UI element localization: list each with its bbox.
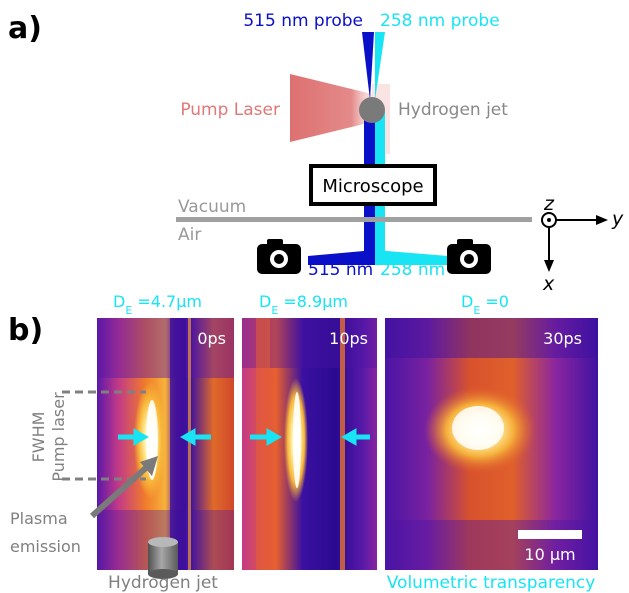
hydrogen-jet-label: Hydrogen jet — [398, 100, 508, 120]
panel-3-de-label: DE =0 — [461, 292, 509, 317]
volumetric-transparency-label: Volumetric transparency — [387, 573, 596, 593]
pump-laser-beam — [290, 74, 372, 142]
probe-515-label: 515 nm probe — [243, 11, 363, 31]
camera-515-icon — [257, 239, 301, 274]
microscope-box — [309, 164, 437, 206]
panel-1-time-label: 0ps — [197, 329, 226, 348]
pump-laser-label: Pump Laser — [180, 100, 280, 120]
hydrogen-jet-cylinder — [148, 537, 178, 579]
probe-258-label: 258 nm probe — [380, 11, 500, 31]
edge-arrows-panel-2 — [250, 428, 370, 446]
hydrogen-jet-sphere — [359, 97, 385, 123]
probe-515-beam — [308, 32, 375, 265]
camera-258-icon — [447, 239, 491, 274]
plasma-arrow — [90, 463, 150, 519]
panel-b-label: b) — [8, 313, 43, 348]
plasma-label-line1: Plasma — [10, 509, 68, 528]
image-panel-0ps — [97, 318, 234, 570]
plasma-label-line2: emission — [10, 537, 81, 556]
image-panel-10ps — [242, 318, 377, 570]
axis-x-label: x — [542, 273, 555, 295]
camera-515-label: 515 nm — [308, 260, 373, 280]
vacuum-air-boundary — [176, 217, 532, 222]
coordinate-axes — [541, 212, 608, 272]
scale-bar-label: 10 µm — [524, 545, 575, 564]
microscope-label: Microscope — [322, 176, 423, 197]
panel-a-label: a) — [8, 11, 42, 46]
edge-arrows-panel-1 — [118, 428, 211, 446]
panel-1-de-label: DE =4.7µm — [113, 292, 202, 317]
panel-2-time-label: 10ps — [329, 329, 368, 348]
panel-2-de-label: DE =8.9µm — [259, 292, 348, 317]
axis-y-label: y — [611, 208, 624, 230]
camera-258-label: 258 nm — [380, 260, 445, 280]
air-label: Air — [178, 225, 201, 245]
plasma-arrowhead — [140, 456, 158, 476]
axis-z-label: z — [543, 193, 555, 215]
panel-3-time-label: 30ps — [543, 329, 582, 348]
vacuum-label: Vacuum — [178, 197, 246, 217]
image-panel-30ps — [385, 318, 598, 570]
jet-cylinder-label: Hydrogen jet — [108, 573, 218, 593]
scale-bar — [518, 530, 582, 539]
fwhm-label: FWHMPump laser — [29, 392, 68, 482]
